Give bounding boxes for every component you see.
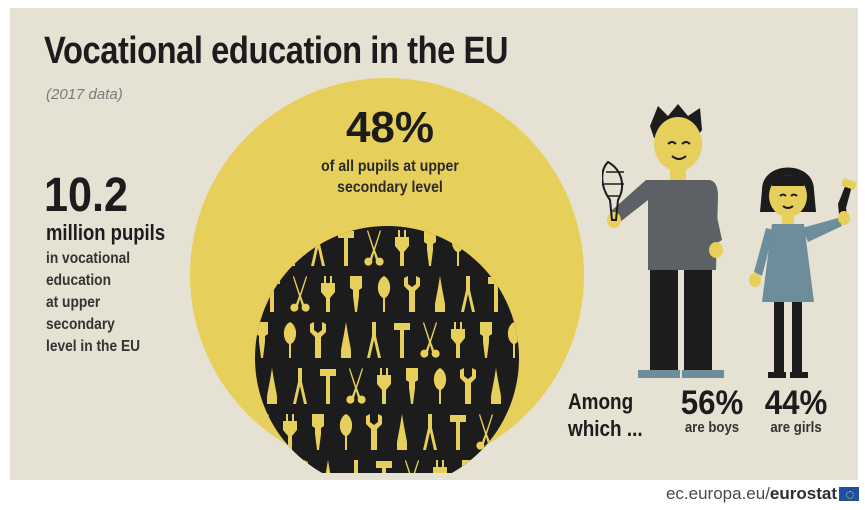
boys-percent: 56% [680, 384, 744, 422]
data-year-subtitle: (2017 data) [46, 86, 123, 103]
description-line: in vocational [46, 250, 131, 267]
share-caption: of all pupils at upper secondary level [293, 156, 487, 198]
pupils-description: in vocational education at upper seconda… [46, 248, 192, 358]
source-prefix: ec.europa.eu/ [665, 484, 770, 503]
description-line: level in the EU [46, 338, 141, 355]
boys-label: are boys [684, 419, 740, 436]
among-which-label: Among which ... [568, 388, 643, 442]
girls-percent: 44% [764, 384, 828, 422]
whisk-icon [489, 460, 503, 490]
caption-line: of all pupils at upper [321, 158, 459, 175]
among-line: which ... [568, 416, 643, 441]
source-brand: eurostat [769, 484, 837, 503]
share-circle [190, 78, 585, 490]
whisk-icon [265, 460, 279, 490]
infographic-panel: Vocational education in the EU (2017 dat… [10, 8, 858, 490]
girls-label: are girls [770, 419, 822, 436]
share-percent: 48% [345, 103, 435, 152]
brush-icon [462, 460, 474, 490]
wrench-icon [292, 460, 308, 490]
among-line: Among [568, 389, 634, 414]
caption-line: secondary level [337, 179, 443, 196]
source-credit: ec.europa.eu/eurostat [666, 484, 837, 504]
pupils-unit: million pupils [46, 220, 166, 245]
wrench-icon [516, 460, 519, 490]
girls-stat: 44% are girls [756, 384, 836, 436]
students-illustration [601, 100, 865, 390]
description-line: secondary [46, 316, 115, 333]
description-line: at upper [46, 294, 101, 311]
eu-flag-icon [839, 487, 859, 501]
boys-stat: 56% are boys [672, 384, 752, 436]
girl-figure [749, 167, 857, 378]
page-title: Vocational education in the EU [44, 30, 509, 72]
description-line: education [46, 272, 111, 289]
boy-figure [601, 104, 724, 378]
pupils-count: 10.2 [44, 169, 129, 222]
